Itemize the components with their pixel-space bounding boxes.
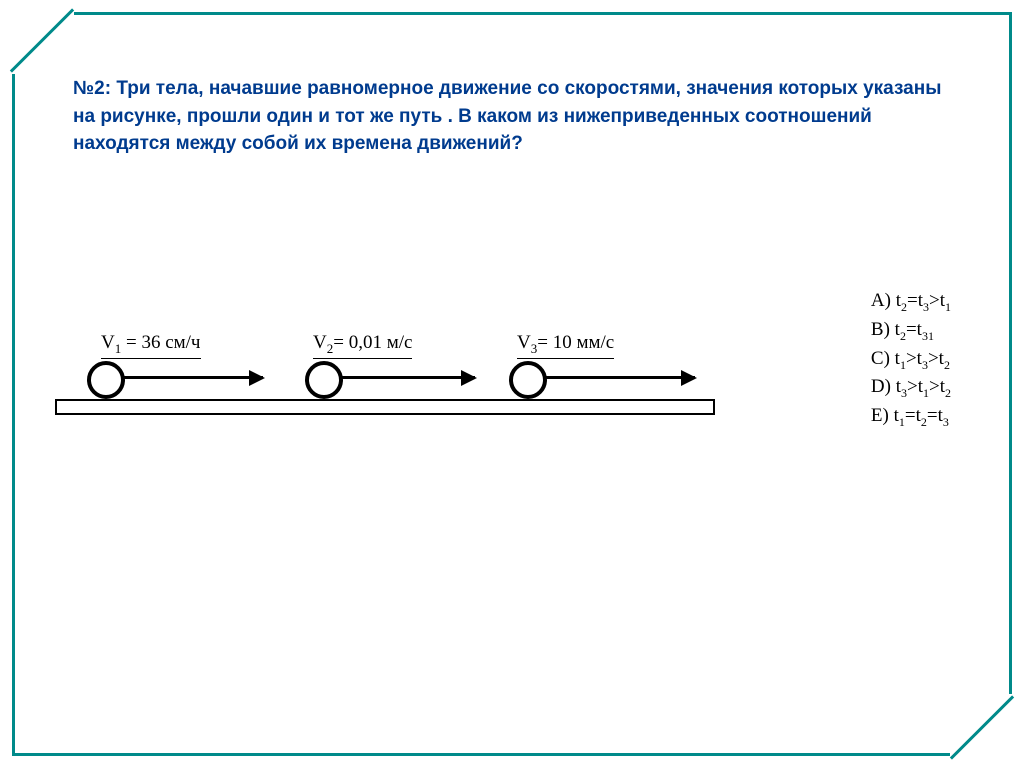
diagram-row: V1 = 36 см/чV2= 0,01 м/сV3= 10 мм/с A) t…	[55, 305, 951, 415]
corner-cut-tl	[12, 12, 74, 74]
answer-options: A) t2=t3>t1B) t2=t31C) t1>t3>t2D) t3>t1>…	[871, 287, 951, 431]
body-3	[509, 361, 547, 399]
velocity-arrow-2	[341, 376, 475, 379]
body-2	[305, 361, 343, 399]
bodies-diagram: V1 = 36 см/ч V2= 0,01 м/с V3= 10 мм/с	[55, 305, 735, 415]
option-C: C) t1>t3>t2	[871, 345, 951, 374]
content-area: №2: Три тела, начавшие равномерное движе…	[73, 75, 951, 158]
velocity-label-2: V2= 0,01 м/с	[313, 332, 412, 359]
body-circle-2	[305, 361, 343, 399]
option-D: D) t3>t1>t2	[871, 373, 951, 402]
body-1	[87, 361, 125, 399]
velocity-label-1: V1 = 36 см/ч	[101, 332, 201, 359]
body-circle-1	[87, 361, 125, 399]
corner-cut-br	[950, 694, 1012, 756]
body-circle-3	[509, 361, 547, 399]
velocity-label-3: V3= 10 мм/с	[517, 332, 614, 359]
velocity-arrow-3	[545, 376, 695, 379]
slide-frame: №2: Три тела, начавшие равномерное движе…	[12, 12, 1012, 756]
velocity-arrow-1	[123, 376, 263, 379]
option-B: B) t2=t31	[871, 316, 951, 345]
option-A: A) t2=t3>t1	[871, 287, 951, 316]
option-E: E) t1=t2=t3	[871, 402, 951, 431]
question-text: №2: Три тела, начавшие равномерное движе…	[73, 75, 951, 158]
track	[55, 399, 715, 415]
